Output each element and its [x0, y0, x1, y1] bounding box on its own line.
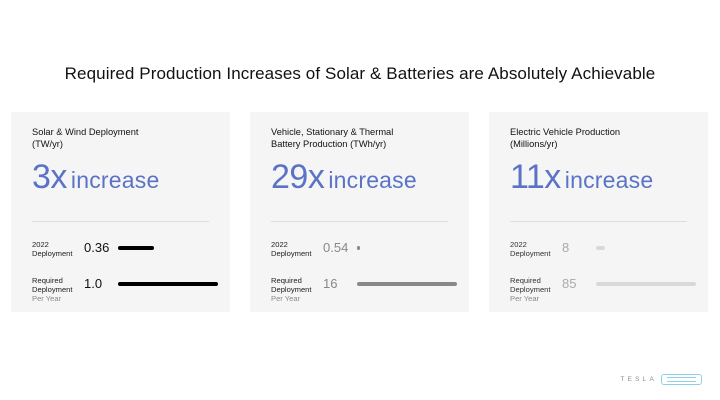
current-deployment-value: 0.36 — [84, 240, 110, 255]
increase-headline: 29x increase — [271, 157, 448, 197]
increase-word: increase — [70, 167, 160, 193]
label-deployment: Deployment — [32, 285, 73, 294]
label-deployment: Deployment — [271, 249, 312, 258]
increase-headline: 11x increase — [510, 157, 687, 197]
current-deployment-bar — [596, 246, 605, 250]
current-deployment-row: 2022 Deployment 0.36 — [32, 240, 218, 264]
label-required: Required — [271, 276, 302, 285]
live-badge-icon — [661, 373, 702, 385]
current-deployment-value: 0.54 — [323, 240, 349, 255]
required-deployment-value: 1.0 — [84, 276, 103, 291]
current-deployment-label: 2022 Deployment — [510, 240, 562, 258]
current-deployment-label: 2022 Deployment — [271, 240, 323, 258]
required-deployment-value: 16 — [323, 276, 338, 291]
brand-logo: TESLA — [620, 372, 702, 386]
card-title: Solar & Wind Deployment (TW/yr) — [32, 127, 209, 152]
increase-multiplier: 11x — [510, 158, 561, 196]
card-ev-production: Electric Vehicle Production (Millions/yr… — [489, 112, 708, 312]
card-title-line1: Electric Vehicle Production — [510, 127, 621, 137]
label-per-year: Per Year — [32, 294, 62, 303]
card-title-line2: Battery Production (TWh/yr) — [271, 138, 387, 149]
required-deployment-value: 85 — [562, 276, 577, 291]
card-title-line1: Solar & Wind Deployment — [32, 127, 139, 137]
label-deployment: Deployment — [271, 285, 312, 294]
increase-multiplier: 3x — [32, 158, 67, 196]
required-deployment-label: Required Deployment Per Year — [32, 276, 84, 303]
divider — [510, 221, 687, 222]
required-deployment-row: Required Deployment Per Year 1.0 — [32, 276, 218, 303]
label-deployment: Deployment — [510, 249, 551, 258]
label-year: 2022 — [510, 240, 527, 249]
card-title: Electric Vehicle Production (Millions/yr… — [510, 127, 687, 152]
label-required: Required — [510, 276, 541, 285]
required-deployment-label: Required Deployment Per Year — [271, 276, 323, 303]
label-deployment: Deployment — [32, 249, 73, 258]
current-deployment-row: 2022 Deployment 0.54 — [271, 240, 457, 264]
label-deployment: Deployment — [510, 285, 551, 294]
current-deployment-value: 8 — [562, 240, 570, 255]
card-solar-wind: Solar & Wind Deployment (TW/yr) 3x increa… — [11, 112, 230, 312]
required-deployment-bar — [118, 282, 218, 286]
label-year: 2022 — [271, 240, 288, 249]
slide-title: Required Production Increases of Solar &… — [64, 64, 656, 83]
required-deployment-row: Required Deployment Per Year 85 — [510, 276, 696, 303]
card-title-line2: (TW/yr) — [32, 138, 63, 149]
card-title-line2: (Millions/yr) — [510, 138, 558, 149]
increase-multiplier: 29x — [271, 158, 325, 196]
label-per-year: Per Year — [271, 294, 301, 303]
required-deployment-label: Required Deployment Per Year — [510, 276, 562, 303]
card-battery-production: Vehicle, Stationary & Thermal Battery Pr… — [250, 112, 469, 312]
current-deployment-bar — [357, 246, 360, 250]
current-deployment-row: 2022 Deployment 8 — [510, 240, 696, 264]
increase-word: increase — [328, 167, 417, 193]
required-deployment-bar — [596, 282, 696, 286]
divider — [271, 221, 448, 222]
increase-headline: 3x increase — [32, 157, 209, 197]
required-deployment-bar — [357, 282, 457, 286]
current-deployment-label: 2022 Deployment — [32, 240, 84, 258]
current-deployment-bar — [118, 246, 154, 250]
card-title-line1: Vehicle, Stationary & Thermal — [271, 127, 394, 137]
required-deployment-row: Required Deployment Per Year 16 — [271, 276, 457, 303]
label-year: 2022 — [32, 240, 49, 249]
increase-word: increase — [564, 167, 654, 193]
tesla-wordmark: TESLA — [620, 375, 657, 383]
label-required: Required — [32, 276, 63, 285]
divider — [32, 221, 209, 222]
label-per-year: Per Year — [510, 294, 540, 303]
card-title: Vehicle, Stationary & Thermal Battery Pr… — [271, 127, 448, 152]
